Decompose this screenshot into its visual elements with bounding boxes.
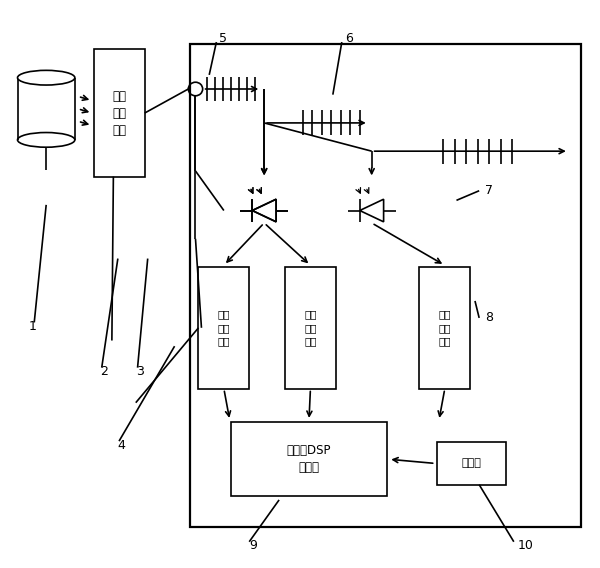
Text: 10: 10 <box>518 538 534 552</box>
Text: 高浮点DSP
处理器: 高浮点DSP 处理器 <box>287 444 331 474</box>
Bar <box>94 49 145 177</box>
Bar <box>199 267 249 389</box>
Text: 高温
光学
镜片: 高温 光学 镜片 <box>112 90 127 136</box>
Text: 1: 1 <box>29 320 37 333</box>
Text: 7: 7 <box>485 184 493 197</box>
Bar <box>190 44 581 527</box>
Text: 9: 9 <box>249 538 257 552</box>
Text: 4: 4 <box>118 438 126 452</box>
Text: 信号
调整
电路: 信号 调整 电路 <box>439 310 451 346</box>
Text: 显示器: 显示器 <box>462 458 482 469</box>
Text: 6: 6 <box>345 32 353 45</box>
Text: 3: 3 <box>136 365 143 378</box>
Bar <box>232 423 386 496</box>
Bar <box>437 442 506 485</box>
Bar <box>419 267 470 389</box>
Text: 信号
调整
电路: 信号 调整 电路 <box>218 310 230 346</box>
Text: 8: 8 <box>485 311 493 324</box>
Bar <box>285 267 336 389</box>
Text: 信号
调整
电路: 信号 调整 电路 <box>304 310 317 346</box>
Text: 2: 2 <box>100 365 108 378</box>
Ellipse shape <box>17 70 75 85</box>
Text: 5: 5 <box>220 32 227 45</box>
